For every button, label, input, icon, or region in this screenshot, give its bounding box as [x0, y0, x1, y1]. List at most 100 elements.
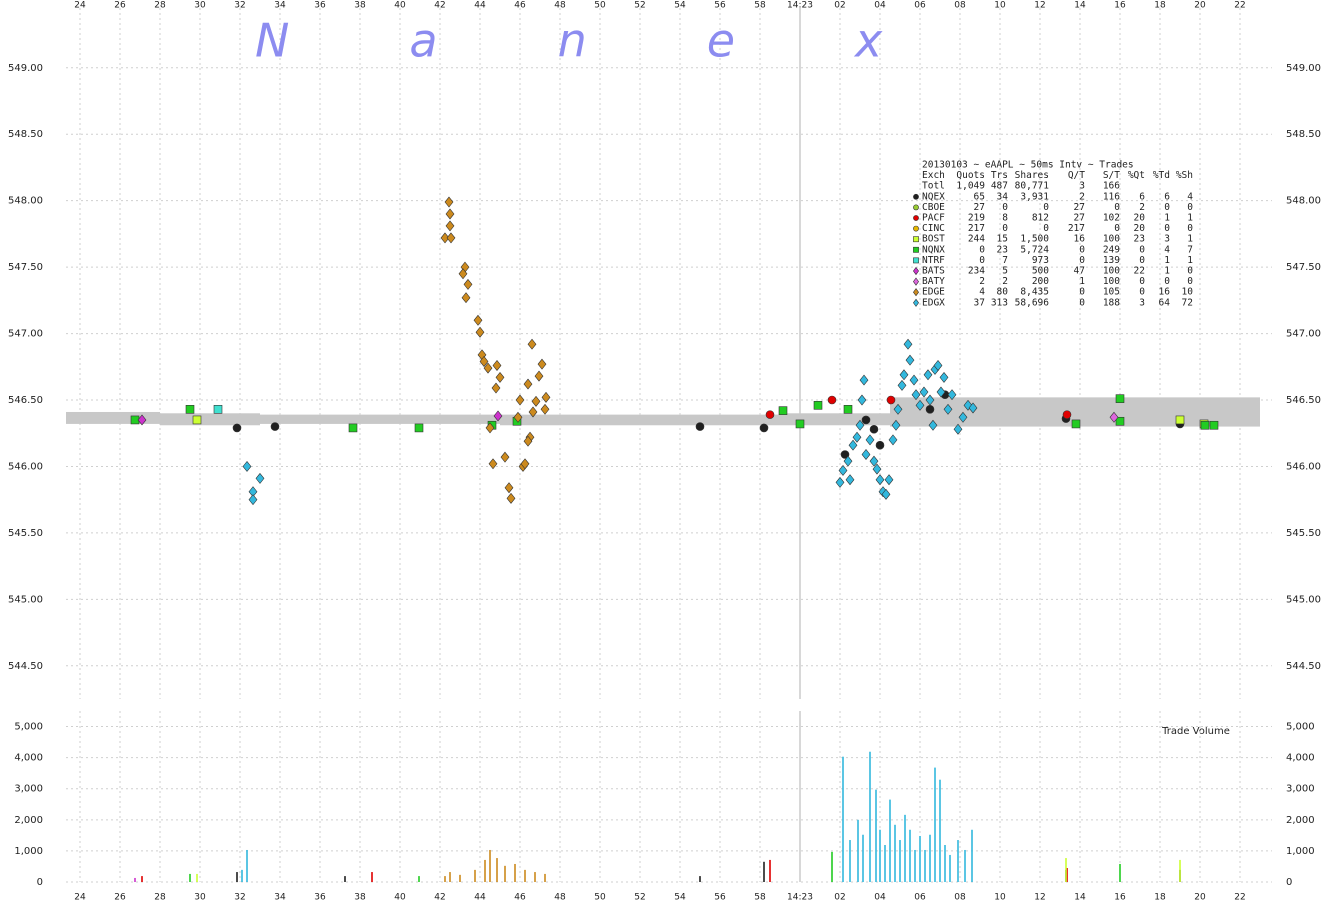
- volume-bar: [1179, 859, 1181, 882]
- volume-bar: [514, 863, 516, 882]
- y-tick-label-right: 5,000: [1286, 722, 1315, 733]
- legend-stat: 27: [974, 202, 985, 213]
- x-tick-label: 12: [1034, 1, 1045, 11]
- trade-point: [928, 419, 938, 431]
- trade-point: [540, 403, 550, 415]
- x-tick-label: 36: [314, 893, 326, 903]
- x-tick-label: 56: [714, 1, 726, 11]
- volume-bar: [241, 869, 243, 882]
- trade-point: [528, 406, 538, 418]
- trade-point: [475, 326, 485, 338]
- legend-stat: 116: [1103, 191, 1120, 202]
- legend-stat: 3,931: [1020, 191, 1049, 202]
- volume-bar: [929, 834, 931, 882]
- y-tick-label-right: 545.50: [1286, 528, 1321, 539]
- x-tick-label: 26: [114, 1, 126, 11]
- trade-point: [534, 370, 544, 382]
- y-tick-label: 5,000: [14, 722, 43, 733]
- x-tick-label: 08: [954, 1, 966, 11]
- x-tick-label: 14:23: [787, 1, 813, 11]
- y-tick-label: 549.00: [8, 63, 43, 74]
- legend-marker: [913, 277, 919, 286]
- legend-stat: 10: [1182, 287, 1194, 298]
- volume-bar: [889, 799, 891, 882]
- x-tick-label: 54: [674, 1, 686, 11]
- trade-point: [881, 488, 891, 500]
- legend-stat: 0: [1079, 255, 1085, 266]
- volume-bar: [879, 829, 881, 882]
- legend-header: Q/T: [1068, 170, 1085, 181]
- legend-stat: 27: [1074, 213, 1085, 224]
- trade-point: [473, 314, 483, 326]
- legend-marker: [913, 257, 919, 264]
- trade-point: [953, 423, 963, 435]
- legend-header: Exch: [922, 170, 945, 181]
- trade-point: [695, 422, 705, 431]
- legend-stat: 23: [1134, 234, 1145, 245]
- volume-bar: [246, 849, 248, 882]
- legend-stat: 0: [1002, 223, 1008, 234]
- legend-total: Totl: [922, 181, 945, 192]
- legend-label: PACF: [922, 213, 945, 224]
- trade-point: [919, 386, 929, 398]
- trade-point: [848, 439, 858, 451]
- legend-stat: 80: [997, 287, 1009, 298]
- trade-point: [348, 423, 358, 433]
- x-tick-label: 58: [754, 893, 766, 903]
- volume-bar: [769, 859, 771, 882]
- trade-point: [859, 374, 869, 386]
- legend-stat: 20: [1134, 213, 1146, 224]
- legend-stat: 4: [979, 287, 985, 298]
- y-tick-label: 547.00: [8, 329, 43, 340]
- y-tick-label: 2,000: [14, 815, 43, 826]
- x-tick-label: 38: [354, 893, 366, 903]
- legend-stat: 0: [1043, 202, 1049, 213]
- trade-point: [1200, 420, 1210, 430]
- trade-point: [778, 406, 788, 415]
- x-tick-label: 16: [1114, 893, 1126, 903]
- trade-point: [897, 379, 907, 391]
- volume-bar: [919, 835, 921, 882]
- legend-stat: 1: [1079, 276, 1085, 287]
- legend-marker: [913, 225, 919, 232]
- trade-point: [137, 414, 147, 426]
- x-tick-label: 56: [714, 893, 726, 903]
- trade-point: [925, 394, 935, 406]
- volume-bar: [484, 859, 486, 882]
- x-tick-label: 18: [1154, 893, 1166, 903]
- x-tick-label: 42: [434, 1, 445, 11]
- trade-point: [515, 394, 525, 406]
- x-tick-label: 24: [74, 1, 86, 11]
- trade-point: [485, 422, 495, 434]
- legend-stat: 0: [1164, 202, 1170, 213]
- trade-point: [213, 405, 223, 414]
- legend-stat: 100: [1103, 276, 1120, 287]
- x-tick-label: 08: [954, 893, 966, 903]
- y-tick-label: 545.00: [8, 594, 43, 605]
- volume-bar: [914, 849, 916, 882]
- trade-point: [1175, 415, 1185, 425]
- x-tick-label: 14: [1074, 1, 1086, 11]
- trade-point: [483, 362, 493, 374]
- legend-total: 166: [1103, 181, 1120, 192]
- y-tick-label-right: 1,000: [1286, 846, 1315, 857]
- y-tick-label-right: 0: [1286, 877, 1292, 888]
- trade-point: [905, 354, 915, 366]
- trade-point: [1109, 411, 1119, 423]
- trade-point: [968, 402, 978, 414]
- legend-stat: 8,435: [1020, 287, 1049, 298]
- trade-point: [869, 455, 879, 467]
- trade-point: [845, 474, 855, 486]
- x-tick-label: 52: [634, 1, 645, 11]
- legend-total: 1,049: [956, 181, 985, 192]
- legend-header: Quots: [956, 170, 985, 181]
- nbbo-band: [780, 413, 890, 426]
- volume-bar: [418, 876, 420, 882]
- trade-point: [936, 386, 946, 398]
- trade-point: [795, 419, 805, 429]
- trade-point: [458, 268, 468, 280]
- legend-stat: 0: [1139, 276, 1145, 287]
- y-tick-label: 548.50: [8, 129, 43, 140]
- legend-stat: 0: [1139, 287, 1145, 298]
